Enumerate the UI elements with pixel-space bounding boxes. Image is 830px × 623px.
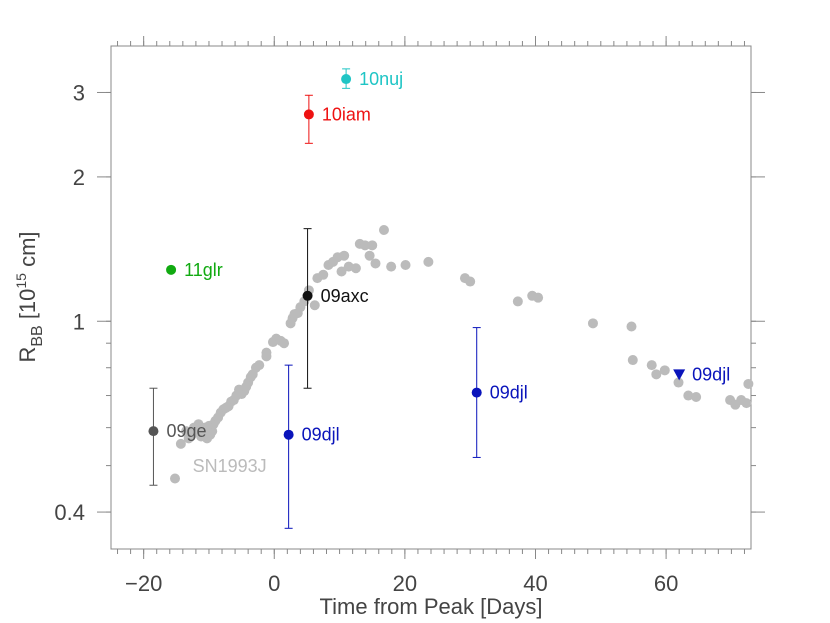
sn1993j-point — [367, 240, 378, 251]
y-axis-title-unit-post: cm] — [15, 231, 40, 273]
sn1993j-point — [683, 390, 694, 401]
10iam-marker — [303, 109, 314, 120]
09ge-marker — [148, 426, 159, 437]
sn1993j-point — [626, 321, 637, 332]
09djl-late-label: 09djl — [692, 364, 730, 384]
sn1993j-point — [336, 266, 347, 277]
sn1993j-point — [350, 263, 361, 274]
y-tick-label: 0.4 — [54, 500, 85, 525]
10iam-label: 10iam — [322, 104, 371, 124]
sn1993j-point — [370, 258, 381, 269]
sn1993j-point — [533, 292, 544, 303]
sn1993j-point — [318, 269, 329, 280]
sn1993j-point — [400, 260, 411, 271]
sn1993j-point — [254, 360, 265, 371]
10nuj-label: 10nuj — [359, 69, 403, 89]
sn1993j-point — [170, 473, 180, 484]
y-tick-label: 1 — [73, 309, 85, 334]
11glr-marker — [166, 264, 177, 275]
sn1993j-point — [279, 338, 290, 349]
series-layer — [148, 68, 686, 529]
y-tick-label: 2 — [73, 165, 85, 190]
x-axis-title: Time from Peak [Days] — [320, 594, 543, 619]
x-tick-label: −20 — [125, 571, 162, 596]
sn1993j-point — [175, 438, 186, 449]
sn1993j-points — [170, 224, 754, 484]
y-axis-title-unit-sup: 15 — [13, 273, 29, 289]
sn1993j-point — [512, 296, 523, 307]
09djl-early-label: 09djl — [302, 425, 340, 445]
y-axis-title: RBB [1015 cm] — [13, 231, 46, 362]
09axc-marker — [302, 290, 313, 301]
sn1993j-point — [339, 250, 350, 261]
sn1993j-point — [309, 300, 320, 311]
x-tick-label: 60 — [654, 571, 678, 596]
sn1993j-point — [465, 276, 476, 287]
sn1993j-point — [378, 224, 389, 235]
sn1993j-point — [587, 318, 598, 329]
sn1993j-point — [360, 240, 371, 251]
x-tick-label: 0 — [268, 571, 280, 596]
sn1993j-point — [627, 355, 638, 366]
y-axis-title-sub: BB — [29, 325, 46, 346]
x-tick-label: 40 — [523, 571, 547, 596]
y-axis-title-main: R — [15, 347, 40, 363]
y-tick-label: 3 — [73, 80, 85, 105]
09djl-mid-label: 09djl — [490, 383, 528, 403]
sn1993j-point — [743, 378, 754, 389]
09djl-early-marker — [283, 429, 294, 440]
minor-ticks — [106, 41, 756, 554]
sn1993j-point — [386, 261, 397, 272]
09ge-label: 09ge — [166, 421, 206, 441]
sn1993j-point — [364, 250, 375, 261]
sn1993j-point — [741, 398, 752, 409]
tick-labels: −20 0 20 40 60 0.4 1 2 3 — [54, 80, 678, 596]
sn1993j-point — [651, 369, 662, 380]
09djl-mid-marker — [471, 387, 482, 398]
sn1993j-point — [646, 360, 657, 371]
10nuj-marker — [341, 74, 352, 85]
sn1993j-point — [673, 377, 684, 388]
11glr-label: 11glr — [184, 260, 223, 280]
annotations: 10nuj 10iam 11glr 09axc 09ge 09djl 09djl 09djl S… — [166, 69, 730, 476]
sn1993j-point — [691, 392, 702, 403]
sn1993j-point — [261, 347, 272, 358]
major-ticks — [97, 36, 765, 559]
sn1993j-point — [423, 256, 434, 267]
09djl-late-marker — [673, 369, 686, 381]
x-tick-label: 20 — [393, 571, 417, 596]
sn1993j-label: SN1993J — [193, 456, 267, 476]
sn1993j-point — [659, 365, 670, 376]
09axc-label: 09axc — [321, 286, 369, 306]
y-axis-title-unit-pre: [10 — [15, 289, 40, 326]
